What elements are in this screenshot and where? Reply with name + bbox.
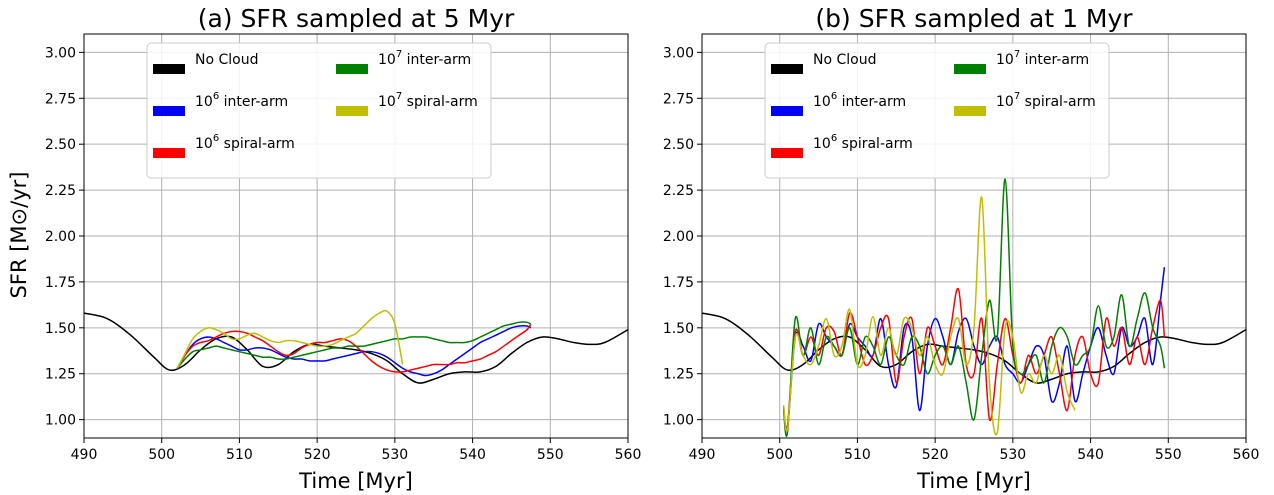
- panel-a-legend-label-no-cloud: No Cloud: [195, 52, 258, 68]
- panel-b-y-tick-label: 2.25: [663, 183, 694, 199]
- panel-b-title: (b) SFR sampled at 1 Myr: [815, 4, 1133, 33]
- panel-a-y-tick-label: 2.25: [45, 183, 76, 199]
- panel-b-y-tick-label: 2.00: [663, 229, 694, 245]
- panel-b-x-tick-label: 530: [999, 447, 1026, 463]
- panel-a-x-tick-label: 550: [537, 447, 564, 463]
- panel-b-series-spiral7: [782, 196, 1076, 436]
- panel-b-legend: No Cloud 106 inter-arm 106 spiral-arm 107 i…: [764, 42, 1110, 179]
- panel-a-x-tick-label: 520: [304, 447, 331, 463]
- panel-a-y-tick-label: 1.25: [45, 367, 76, 383]
- panel-a-x-tick-label: 530: [381, 447, 408, 463]
- panel-a-y-tick-label: 2.75: [45, 91, 76, 107]
- y-axis-label: SFR [M⊙/yr]: [7, 172, 31, 299]
- panel-a-legend-box: [146, 42, 492, 179]
- panel-b-legend-swatch-spiral7: [954, 106, 986, 116]
- panel-a-series-inter6: [176, 325, 532, 377]
- panel-b-legend-box: [764, 42, 1110, 179]
- panel-a-series-no-cloud: [84, 312, 628, 384]
- panel-a-y-tick-label: 1.50: [45, 321, 76, 337]
- panel-a-y-tick-label: 1.00: [45, 413, 76, 429]
- panel-a-x-tick-label: 510: [226, 447, 253, 463]
- panel-a-x-tick-label: 560: [615, 447, 642, 463]
- panel-a-title: (a) SFR sampled at 5 Myr: [198, 4, 515, 33]
- panel-a-y-tick-label: 2.00: [45, 229, 76, 245]
- panel-a-y-tick-label: 1.75: [45, 275, 76, 291]
- panel-b-y-tick-label: 3.00: [663, 45, 694, 61]
- panel-b-x-tick-label: 500: [766, 447, 793, 463]
- panel-a-legend-label-spiral6: 106 spiral-arm: [195, 133, 295, 152]
- panel-a-y-tick-label: 3.00: [45, 45, 76, 61]
- panel-b-y-tick-label: 1.00: [663, 413, 694, 429]
- panel-b-legend-label-spiral6: 106 spiral-arm: [813, 133, 913, 152]
- panel-b-legend-swatch-no-cloud: [771, 64, 803, 74]
- panel-a-legend-swatch-inter6: [153, 106, 185, 116]
- panel-b-axes-frame: [701, 33, 1247, 439]
- panel-b-x-tick-label: 550: [1155, 447, 1182, 463]
- panel-b-x-tick-label: 490: [689, 447, 716, 463]
- panel-b-x-axis-label: Time [Myr]: [916, 469, 1031, 493]
- panel-b-legend-swatch-spiral6: [771, 148, 803, 158]
- panel-b-y-tick-label: 1.25: [663, 367, 694, 383]
- panel-a-legend-swatch-spiral7: [336, 106, 368, 116]
- panel-b-y-tick-label: 1.75: [663, 275, 694, 291]
- panel-b: (b) SFR sampled at 1 Myr Time [Myr] 490 5…: [663, 4, 1260, 493]
- panel-b-x-tick-label: 560: [1233, 447, 1260, 463]
- panel-a-legend: No Cloud 106 inter-arm 106 spiral-arm 107 i…: [146, 42, 492, 179]
- panel-b-legend-label-no-cloud: No Cloud: [813, 52, 876, 68]
- panel-b-legend-swatch-inter7: [954, 64, 986, 74]
- panel-b-series-inter7: [782, 178, 1166, 437]
- panel-b-y-tick-label: 2.50: [663, 137, 694, 153]
- panel-a-series-spiral6: [176, 323, 532, 373]
- panel-a-x-axis-label: Time [Myr]: [298, 469, 413, 493]
- panel-a-x-tick-label: 500: [148, 447, 175, 463]
- panel-a-legend-label-inter7: 107 inter-arm: [378, 49, 471, 68]
- panel-a-legend-swatch-spiral6: [153, 148, 185, 158]
- panel-b-legend-label-inter6: 106 inter-arm: [813, 91, 906, 110]
- panel-b-y-tick-label: 2.75: [663, 91, 694, 107]
- panel-a: (a) SFR sampled at 5 Myr SFR [M⊙/yr] Tim…: [7, 4, 641, 493]
- panel-a-legend-label-inter6: 106 inter-arm: [195, 91, 288, 110]
- panel-b-x-tick-label: 510: [844, 447, 871, 463]
- panel-b-legend-label-inter7: 107 inter-arm: [996, 49, 1089, 68]
- panel-b-x-tick-label: 520: [922, 447, 949, 463]
- panel-b-y-tick-label: 1.50: [663, 321, 694, 337]
- panel-a-axes-frame: [83, 33, 629, 439]
- panel-a-series-inter7: [176, 321, 532, 369]
- panel-b-x-tick-label: 540: [1077, 447, 1104, 463]
- panel-a-legend-swatch-no-cloud: [153, 64, 185, 74]
- panel-a-y-tick-label: 2.50: [45, 137, 76, 153]
- panel-a-legend-swatch-inter7: [336, 64, 368, 74]
- panel-b-legend-swatch-inter6: [771, 106, 803, 116]
- panel-a-legend-label-spiral7: 107 spiral-arm: [378, 91, 478, 110]
- panel-a-series-spiral7: [176, 309, 404, 369]
- panel-a-x-tick-label: 490: [71, 447, 98, 463]
- panel-b-legend-label-spiral7: 107 spiral-arm: [996, 91, 1096, 110]
- panel-a-x-tick-label: 540: [459, 447, 486, 463]
